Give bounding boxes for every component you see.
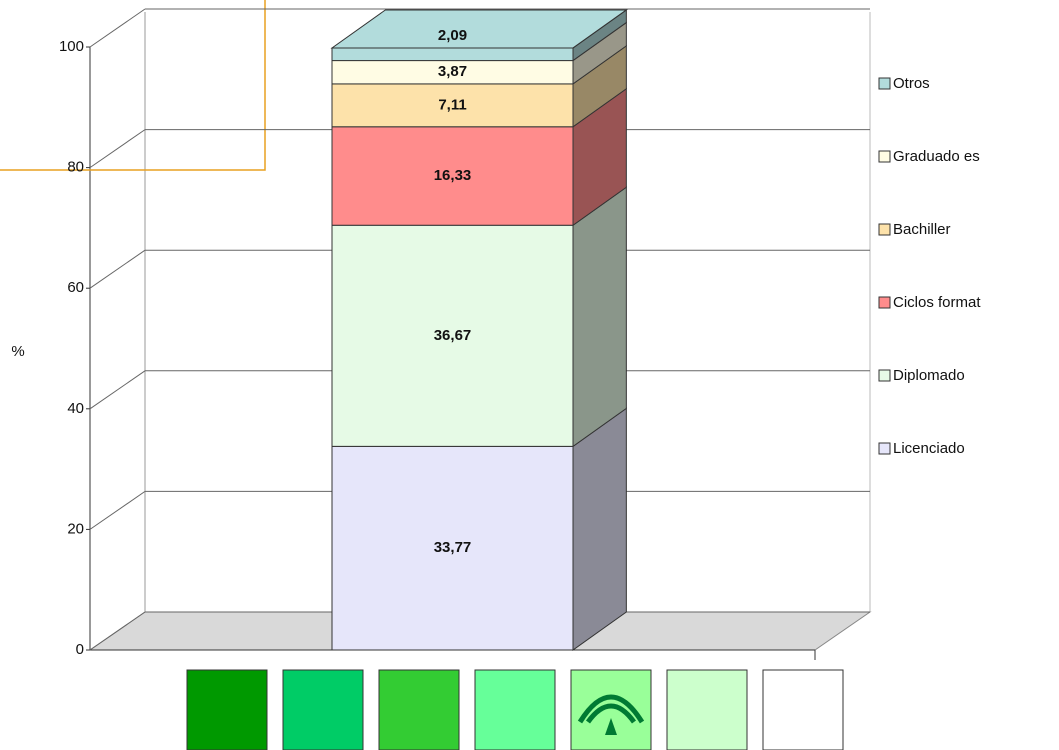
y-tick-label: 80 bbox=[67, 159, 84, 176]
bar-side bbox=[572, 186, 627, 448]
bar-segment bbox=[331, 445, 574, 651]
data-label: 2,09 bbox=[438, 27, 467, 44]
legend-label: Otros bbox=[893, 75, 930, 92]
legend-swatch bbox=[878, 296, 891, 309]
grid-line bbox=[89, 370, 146, 410]
data-label: 33,77 bbox=[434, 539, 472, 556]
logo bbox=[577, 694, 645, 724]
swatch bbox=[474, 669, 556, 750]
legend-label: Ciclos format bbox=[893, 294, 981, 311]
legend-swatch bbox=[878, 77, 891, 90]
grid-line bbox=[89, 8, 146, 48]
bar-segment bbox=[331, 83, 574, 128]
legend-swatch bbox=[878, 150, 891, 163]
data-label: 36,67 bbox=[434, 327, 472, 344]
y-tick-label: 100 bbox=[59, 38, 84, 55]
swatch bbox=[570, 669, 652, 750]
y-tick-label: 40 bbox=[67, 400, 84, 417]
grid-line bbox=[89, 249, 146, 289]
legend-swatch bbox=[878, 369, 891, 382]
y-axis-label: % bbox=[11, 343, 24, 360]
grid-line bbox=[89, 611, 146, 651]
bar-side bbox=[572, 407, 627, 651]
bar-segment bbox=[331, 126, 574, 226]
legend-label: Licenciado bbox=[893, 440, 965, 457]
legend-label: Bachiller bbox=[893, 221, 951, 238]
data-label: 16,33 bbox=[434, 167, 472, 184]
swatch bbox=[666, 669, 748, 750]
y-tick-label: 60 bbox=[67, 279, 84, 296]
bar-top bbox=[330, 9, 628, 49]
swatch bbox=[762, 669, 844, 750]
y-tick-label: 20 bbox=[67, 520, 84, 537]
data-label: 3,87 bbox=[438, 63, 467, 80]
bar-segment bbox=[331, 224, 574, 447]
color-strip bbox=[186, 669, 844, 750]
swatch bbox=[282, 669, 364, 750]
legend-label: Diplomado bbox=[893, 367, 965, 384]
y-tick-label: 0 bbox=[76, 641, 84, 658]
grid-line bbox=[89, 129, 146, 169]
legend-swatch bbox=[878, 442, 891, 455]
legend-label: Graduado es bbox=[893, 148, 980, 165]
overlay-frame bbox=[0, 0, 266, 171]
legend-swatch bbox=[878, 223, 891, 236]
swatch bbox=[186, 669, 268, 750]
bar-segment bbox=[331, 47, 574, 62]
logo bbox=[605, 718, 617, 735]
data-label: 7,11 bbox=[438, 96, 466, 113]
swatch bbox=[378, 669, 460, 750]
grid-line bbox=[89, 490, 146, 530]
